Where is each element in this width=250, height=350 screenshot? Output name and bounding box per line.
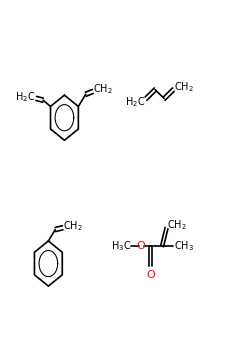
Text: O: O xyxy=(137,241,145,251)
Text: CH$_2$: CH$_2$ xyxy=(167,218,187,232)
Text: H$_3$C: H$_3$C xyxy=(111,239,131,253)
Text: CH$_2$: CH$_2$ xyxy=(174,80,194,94)
Text: O: O xyxy=(146,271,155,280)
Text: CH$_3$: CH$_3$ xyxy=(174,239,194,253)
Text: CH$_2$: CH$_2$ xyxy=(94,83,113,96)
Text: CH$_2$: CH$_2$ xyxy=(64,219,83,233)
Text: H$_2$C: H$_2$C xyxy=(125,95,145,109)
Text: H$_2$C: H$_2$C xyxy=(15,90,35,104)
